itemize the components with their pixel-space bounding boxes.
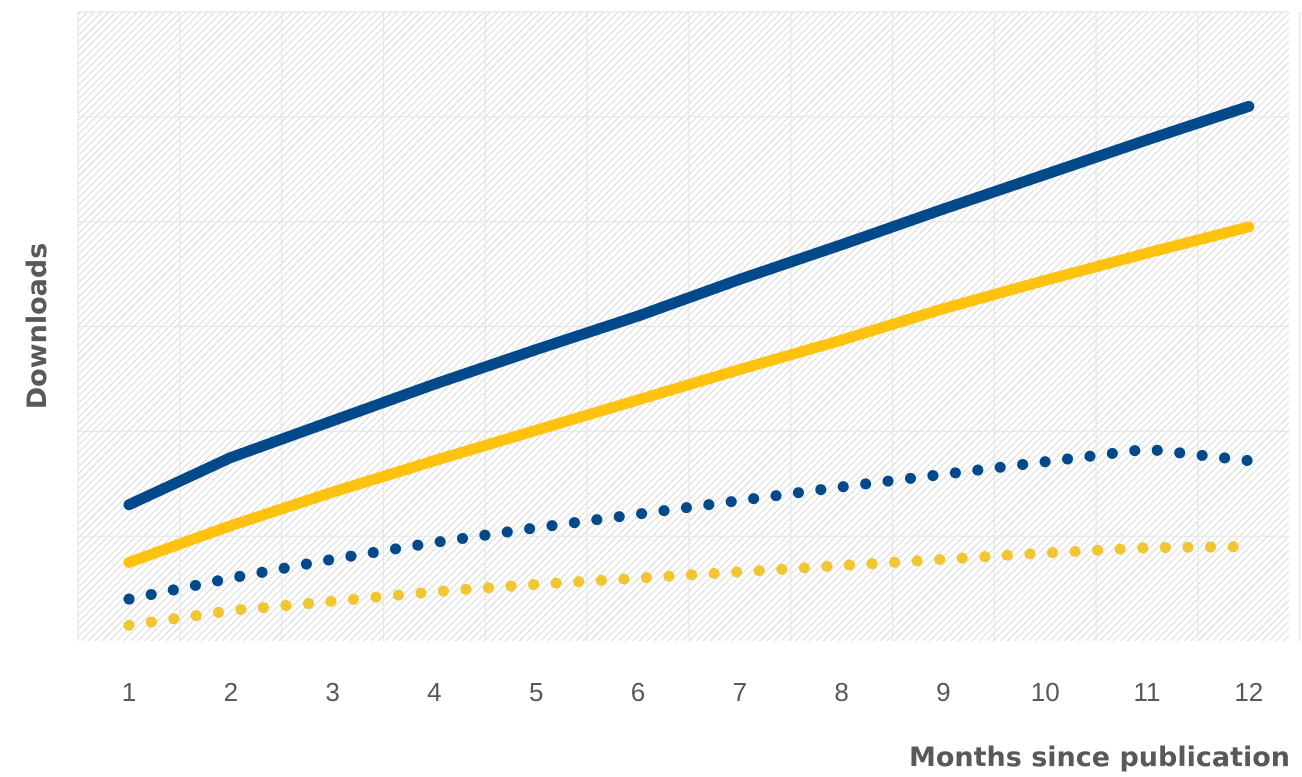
x-tick-label: 6 xyxy=(631,677,645,707)
series-line-2 xyxy=(123,221,1255,568)
x-tick-label: 10 xyxy=(1031,677,1060,707)
x-tick-label: 4 xyxy=(427,677,441,707)
x-tick-label: 8 xyxy=(834,677,848,707)
y-axis-title: Downloads xyxy=(22,243,53,410)
x-axis-title: Months since publication xyxy=(909,742,1290,773)
series-line-4 xyxy=(123,541,1255,631)
x-tick-label: 2 xyxy=(224,677,238,707)
x-tick-label: 5 xyxy=(529,677,543,707)
series-lines xyxy=(123,100,1255,631)
x-tick-label: 7 xyxy=(733,677,747,707)
x-tick-label: 11 xyxy=(1134,677,1161,707)
gridlines xyxy=(77,11,1301,641)
x-tick-label: 9 xyxy=(936,677,950,707)
x-tick-label: 12 xyxy=(1234,677,1263,707)
x-axis-ticks: 1 2 3 4 5 6 7 8 9 10 11 12 xyxy=(122,677,1263,707)
series-line-3 xyxy=(123,443,1255,605)
x-tick-label: 3 xyxy=(325,677,339,707)
x-tick-label: 1 xyxy=(122,677,136,707)
series-line-1 xyxy=(123,100,1255,511)
